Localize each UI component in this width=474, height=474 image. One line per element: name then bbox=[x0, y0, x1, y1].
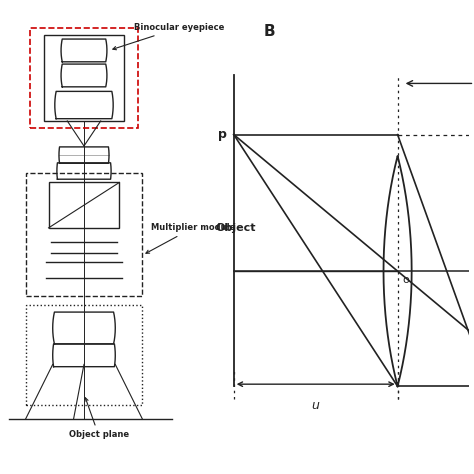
Text: B: B bbox=[264, 25, 275, 39]
Text: u: u bbox=[312, 399, 319, 412]
Bar bbox=[26, 305, 142, 405]
Text: p: p bbox=[219, 128, 228, 141]
Text: o: o bbox=[403, 274, 410, 285]
Bar bbox=[45, 35, 124, 121]
Bar bbox=[30, 27, 138, 128]
Text: Binocular eyepiece: Binocular eyepiece bbox=[113, 23, 224, 50]
Bar bbox=[26, 173, 142, 296]
Text: Object plane: Object plane bbox=[69, 398, 128, 439]
Bar bbox=[48, 182, 119, 228]
Text: Multiplier module: Multiplier module bbox=[146, 223, 235, 253]
Text: Object: Object bbox=[216, 223, 256, 234]
